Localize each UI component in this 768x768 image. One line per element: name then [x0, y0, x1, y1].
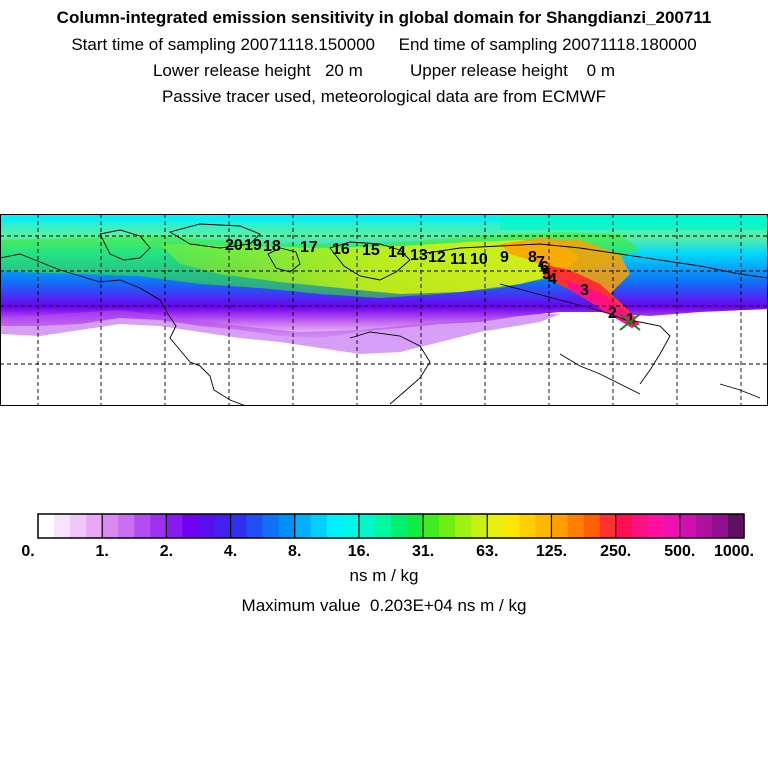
- colorbar-cell: [583, 514, 601, 538]
- colorbar-tick-label: 31.: [412, 543, 434, 560]
- colorbar-cell: [230, 514, 248, 538]
- colorbar-tick-label: 2.: [160, 543, 173, 560]
- colorbar-tick-label: 4.: [224, 543, 237, 560]
- colorbar-cell: [374, 514, 392, 538]
- colorbar-cell: [391, 514, 408, 538]
- colorbar-major-dividers: [101, 514, 681, 538]
- colorbar-cell: [631, 514, 649, 538]
- day-label-9: 9: [500, 249, 509, 266]
- day-label-15: 15: [362, 242, 380, 259]
- colorbar-cells: [38, 514, 745, 538]
- colorbar-tick-label: 16.: [348, 543, 370, 560]
- colorbar-cell: [407, 514, 424, 538]
- colorbar-cell: [86, 514, 103, 538]
- colorbar-tick-label: 1000.: [714, 543, 754, 560]
- colorbar-cell: [54, 514, 71, 538]
- receptor-marker: [619, 313, 641, 331]
- day-label-8: 8: [528, 249, 537, 266]
- day-label-5: 5: [542, 266, 551, 283]
- colorbar-frame: [37, 513, 745, 539]
- colorbar-cell: [711, 514, 729, 538]
- day-label-4: 4: [548, 271, 557, 288]
- colorbar-cell: [679, 514, 697, 538]
- colorbar-tick-label: 1.: [96, 543, 109, 560]
- tracer-info-line: Passive tracer used, meteorological data…: [161, 87, 607, 106]
- colorbar-tick-labels: 0. 1. 2. 4. 8. 16. 31. 63. 125. 250. 500. 1000.: [21, 543, 754, 560]
- plot-title: Column-integrated emission sensitivity i…: [56, 8, 712, 27]
- sampling-time-line: Start time of sampling 20071118.150000 E…: [71, 35, 697, 54]
- day-label-16: 16: [332, 241, 350, 258]
- maximum-value-text: Maximum value 0.203E+04 ns m / kg: [241, 596, 527, 615]
- colorbar-cell: [695, 514, 713, 538]
- colorbar-cell: [262, 514, 280, 538]
- colorbar-cell: [487, 514, 504, 538]
- day-label-13: 13: [410, 247, 428, 264]
- colorbar-cell: [310, 514, 328, 538]
- colorbar-cell: [423, 514, 440, 538]
- day-label-3: 3: [580, 282, 589, 299]
- day-label-12: 12: [428, 249, 446, 266]
- colorbar-cell: [198, 514, 216, 538]
- colorbar-tick-label: 500.: [664, 543, 695, 560]
- day-label-14: 14: [388, 244, 406, 261]
- colorbar-cell: [150, 514, 167, 538]
- colorbar-cell: [326, 514, 344, 538]
- colorbar-cell: [134, 514, 151, 538]
- day-label-17: 17: [300, 239, 318, 256]
- sensitivity-field: [1, 215, 767, 354]
- colorbar-cell: [599, 514, 617, 538]
- colorbar-cell: [166, 514, 184, 538]
- day-label-10: 10: [470, 251, 488, 268]
- day-label-2: 2: [608, 305, 617, 322]
- colorbar-cell: [70, 514, 87, 538]
- colorbar-cell: [246, 514, 264, 538]
- day-label-7: 7: [536, 254, 545, 271]
- colorbar-cell: [535, 514, 553, 538]
- graticule: [0, 214, 768, 406]
- colorbar-cell: [455, 514, 472, 538]
- colorbar-cell: [551, 514, 569, 538]
- colorbar-cell: [471, 514, 488, 538]
- colorbar-tick-label: 125.: [536, 543, 567, 560]
- day-label-6: 6: [540, 259, 549, 276]
- day-label-18: 18: [263, 238, 281, 255]
- colorbar-cell: [182, 514, 200, 538]
- colorbar-cell: [615, 514, 633, 538]
- colorbar-cell: [278, 514, 296, 538]
- release-height-line: Lower release height 20 m Upper release …: [152, 61, 616, 80]
- colorbar-cell: [727, 514, 745, 538]
- colorbar-tick-label: 250.: [600, 543, 631, 560]
- day-label-20: 20: [225, 237, 243, 254]
- colorbar-cell: [358, 514, 376, 538]
- colorbar-cell: [663, 514, 681, 538]
- colorbar-cell: [102, 514, 119, 538]
- day-label-19: 19: [244, 237, 262, 254]
- colorbar-cell: [342, 514, 360, 538]
- colorbar-tick-label: 0.: [21, 543, 34, 560]
- colorbar-cell: [38, 514, 55, 538]
- day-label-1: 1: [626, 311, 635, 328]
- colorbar-cell: [519, 514, 537, 538]
- day-label-11: 11: [450, 251, 467, 268]
- colorbar: 0. 1. 2. 4. 8. 16. 31. 63. 125. 250. 500. 1000.: [21, 513, 754, 560]
- colorbar-cell: [118, 514, 135, 538]
- colorbar-cell: [647, 514, 665, 538]
- colorbar-cell: [567, 514, 585, 538]
- colorbar-cell: [439, 514, 456, 538]
- colorbar-unit: ns m / kg: [349, 566, 419, 585]
- colorbar-cell: [294, 514, 312, 538]
- colorbar-tick-label: 63.: [476, 543, 498, 560]
- colorbar-tick-label: 8.: [288, 543, 301, 560]
- colorbar-cell: [214, 514, 232, 538]
- colorbar-cell: [503, 514, 520, 538]
